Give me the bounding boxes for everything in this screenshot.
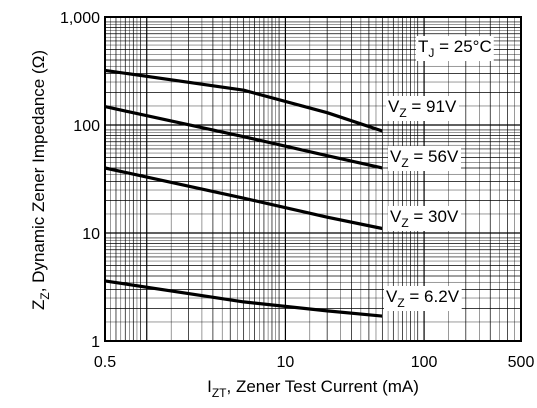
x-tick-label: 0.5 <box>94 354 116 371</box>
series-line-vz-56v <box>104 105 383 170</box>
condition-label-background <box>416 36 494 61</box>
series-labels: VZ = 91V VZ = 56V VZ = 30V VZ = 6.2V TJ = 25… <box>384 36 494 311</box>
x-tick-label: 100 <box>411 354 438 371</box>
x-axis-label: IZT, Zener Test Current (mA) <box>207 377 419 400</box>
series-label-background <box>384 286 462 311</box>
y-tick-label: 100 <box>73 118 100 135</box>
x-tick-label: 500 <box>508 354 535 371</box>
y-tick-label: 1,000 <box>60 10 100 27</box>
series-label-vz-30v: VZ = 30V <box>390 207 459 230</box>
series-label-vz-6-2v: VZ = 6.2V <box>386 287 460 310</box>
series-label-vz-56v: VZ = 56V <box>390 147 459 170</box>
series-label-background <box>386 96 459 121</box>
y-tick-label: 1 <box>91 334 100 351</box>
axis-labels: IZT, Zener Test Current (mA) ZZ, Dynamic … <box>29 50 419 400</box>
series-lines <box>104 68 383 318</box>
condition-label: TJ = 25°C <box>418 37 492 60</box>
y-tick-label: 10 <box>82 226 100 243</box>
series-label-background <box>388 206 461 231</box>
series-label-vz-91v: VZ = 91V <box>388 97 457 120</box>
tick-labels: 1 10 100 1,000 0.5 10 100 500 <box>60 10 534 371</box>
plot-frame <box>104 16 522 342</box>
x-tick-label: 10 <box>277 354 295 371</box>
series-line-vz-91v <box>104 68 383 133</box>
series-line-vz-6-2v <box>104 279 383 318</box>
y-axis-label: ZZ, Dynamic Zener Impedance (Ω) <box>29 50 52 310</box>
series-line-vz-30v <box>104 166 383 231</box>
series-label-background <box>388 146 461 171</box>
